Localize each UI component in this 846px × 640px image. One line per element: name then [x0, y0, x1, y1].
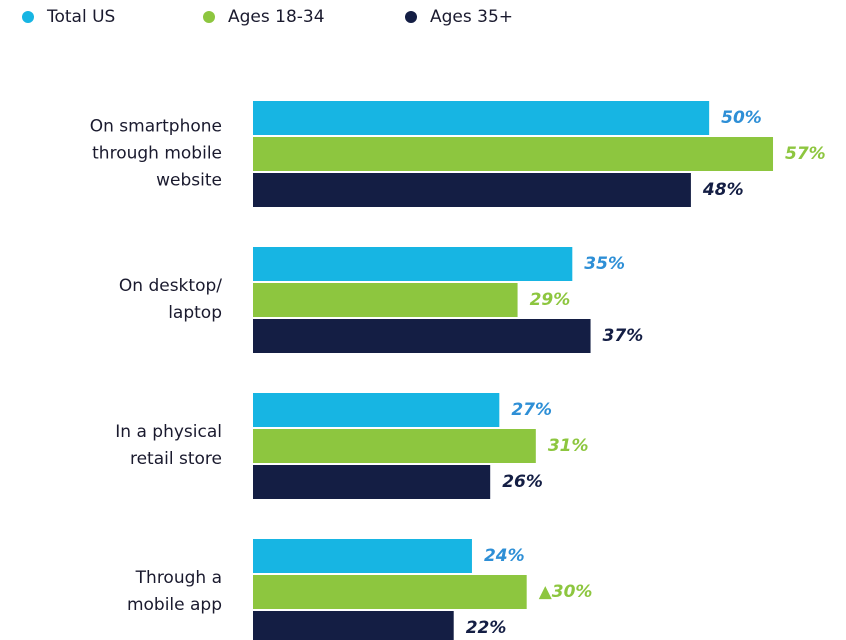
value-label: 26% [502, 472, 543, 492]
value-label: 50% [721, 108, 762, 128]
bar [253, 283, 518, 317]
bar [253, 465, 491, 499]
value-label: 48% [702, 180, 744, 200]
bar [253, 319, 591, 353]
bar [253, 393, 500, 427]
value-label: 27% [511, 400, 552, 420]
value-label: 57% [785, 144, 826, 164]
category-label: On desktop/ laptop [118, 276, 222, 323]
category-label: On smartphone through mobile website [89, 116, 222, 191]
legend-label: Total US [46, 7, 115, 27]
bar [253, 247, 573, 281]
value-label: ▲30% [539, 582, 593, 602]
legend-label: Ages 18-34 [228, 7, 325, 27]
value-label: 37% [603, 326, 644, 346]
bar [253, 539, 472, 573]
value-label: 29% [530, 290, 571, 310]
legend-label: Ages 35+ [430, 7, 513, 27]
bar [253, 173, 691, 207]
category-label: In a physical retail store [115, 422, 222, 469]
value-label: 24% [484, 546, 525, 566]
bar [253, 611, 454, 640]
category-label: Through a mobile app [126, 568, 222, 615]
legend-marker [22, 11, 34, 23]
bar [253, 429, 536, 463]
value-label: 35% [584, 254, 625, 274]
bar [253, 575, 527, 609]
bar [253, 137, 774, 171]
value-label: 31% [548, 436, 589, 456]
value-label: 22% [466, 618, 507, 638]
legend-marker [203, 11, 215, 23]
legend-marker [405, 11, 417, 23]
bar [253, 101, 710, 135]
